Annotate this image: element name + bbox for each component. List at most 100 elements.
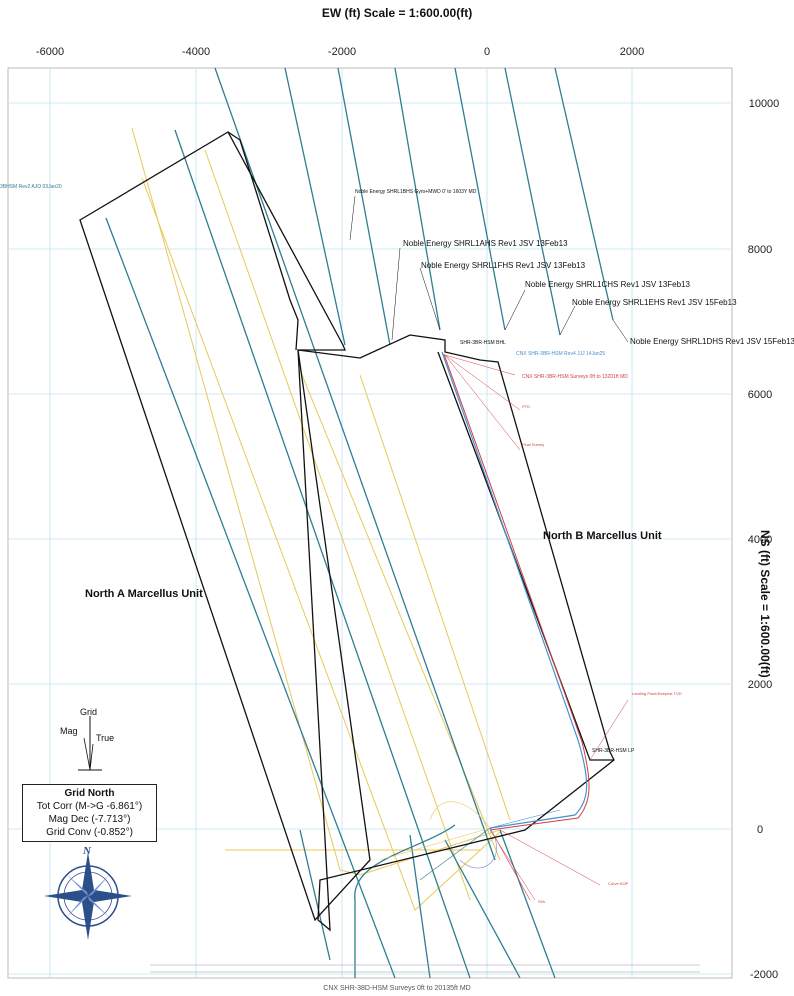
y-tick-label: 10000 [749,98,780,110]
leader-line [499,829,601,886]
leader-line [444,354,521,451]
leader-line [444,354,516,376]
y-tick-label: -2000 [750,969,778,981]
legend-grid-conv: Grid Conv (-0.852°) [46,827,133,838]
annotation-final-survey: Final Survey [522,442,544,447]
teal-lateral-1fhs [394,67,441,331]
y-tick-label: 4000 [748,534,772,546]
teal-lateral-c [214,67,496,861]
black-leaders [349,195,629,343]
annotation-landing-point: Landing Point/Deepest TVD [632,691,682,696]
compass-point [82,896,94,940]
yellow-lateral-3 [204,149,471,901]
teal-lateral-e [444,839,521,979]
well-label-shrl1bhs: Noble Energy SHRL1BHS Gyro+MWD 0' to 160… [355,189,477,195]
grid-north-legend: Grid North Tot Corr (M->G -6.861°) Mag D… [22,784,157,842]
teal-lateral-d [299,829,331,961]
teal-lateral-a [105,217,396,979]
well-label-shrl1dhs: Noble Energy SHRL1DHS Rev1 JSV 15Feb13 [630,337,794,346]
leader-line [559,305,576,336]
north-a-unit-label: North A Marcellus Unit [85,588,203,600]
compass-point [88,890,132,902]
y-tick-label: 8000 [748,244,772,256]
spider-line [429,801,491,829]
spider-line [419,827,491,881]
y-tick-label: 6000 [748,389,772,401]
leader-line [349,195,356,241]
y-tick-label: 2000 [748,679,772,691]
leader-line [489,829,536,901]
annotation-ptd: PTD [522,404,530,409]
footer-caption: CNX SHR-38D-HSM Surveys 0ft to 20135ft M… [323,985,471,992]
compass-point [66,896,88,918]
leader-line [612,319,629,343]
leader-line [444,354,521,411]
annotation-shl: SHL [538,899,547,904]
annotation-curve-kop: Curve KOP [608,881,629,886]
north-arrow [78,716,102,771]
compass-point [88,896,110,918]
yellow-lateral-5 [359,374,511,821]
well-label-bhl: SHR-3BR-HSM BHL [460,340,506,346]
teal-lateral-1ehs [504,67,561,336]
leader-line [419,267,441,331]
surface-spider [379,801,561,901]
leader-line [504,289,526,331]
legend-title: Grid North [64,788,115,799]
x-tick-label: -4000 [182,46,210,58]
bottom-artifacts [150,964,700,973]
subject-well-surveys [443,353,590,831]
plot-frame [7,67,733,979]
well-label-shrl1ahs: Noble Energy SHRL1AHS Rev1 JSV 13Feb13 [403,239,568,248]
teal-lateral-g [409,834,431,979]
north-b-unit-boundary [297,334,615,932]
x-axis-title: EW (ft) Scale = 1:600.00(ft) [321,6,473,20]
legend-tot-corr: Tot Corr (M->G -6.861°) [36,801,143,812]
well-label-cnx-surveys: CNX SHR-3BR-HSM Surveys 0ft to 13201ft M… [522,374,628,380]
leader-line [589,699,629,761]
spider-line [489,827,531,901]
x-tick-label: -2000 [328,46,356,58]
teal-lateral-f [499,829,556,979]
teal-lateral-1ahs [337,67,391,346]
well-label-shrl1ehs: Noble Energy SHRL1EHS Rev1 JSV 15Feb13 [572,298,737,307]
well-label-cnx-plan: CNX SHR-3BR-HSM Rev4 JJJ 14Jan25 [516,351,605,357]
teal-lateral-b [174,129,471,979]
true-north-line [89,743,94,771]
well-label-lp: SHR-3BR-HSM LP [592,748,635,754]
x-tick-label: -6000 [36,46,64,58]
leader-line [391,247,401,341]
teal-lateral-1bhs [284,67,346,346]
compass-north-letter: N [82,845,92,857]
compass-rose-icon: N [44,845,132,940]
compass-grid-label: Grid [80,707,98,717]
well-label-left-edge: 3BHSM Rev2 AJO 03Jan20 [0,184,62,190]
x-tick-label: 0 [484,46,490,58]
well-label-shrl1fhs: Noble Energy SHRL1FHS Rev1 JSV 13Feb13 [421,261,586,270]
compass-true-label: True [96,733,115,743]
yellow-lateral-2 [141,177,501,911]
red-leaders [444,354,629,901]
teal-lateral-1dhs [554,67,614,321]
legend-mag-dec: Mag Dec (-7.713°) [48,814,131,825]
mag-north-line [83,737,91,771]
compass-mag-label: Mag [60,726,78,736]
north-b-unit-label: North B Marcellus Unit [543,530,662,542]
teal-laterals [105,67,614,979]
compass-point [88,874,110,896]
compass-point [44,890,88,902]
spider-line [489,809,561,829]
y-tick-label: 0 [757,824,763,836]
unit-boundary-segment [227,131,299,351]
well-label-shrl1chs: Noble Energy SHRL1CHS Rev1 JSV 13Feb13 [525,280,691,289]
teal-lateral-1chs [454,67,506,331]
compass-point [82,852,94,896]
yellow-lateral-4 [299,369,501,861]
spider-line [379,827,491,861]
teal-lateral-h [354,824,456,978]
compass-point [66,874,88,896]
x-tick-label: 2000 [620,46,644,58]
subject-well-plan [441,351,588,829]
unit-boundary-segment [437,351,614,761]
